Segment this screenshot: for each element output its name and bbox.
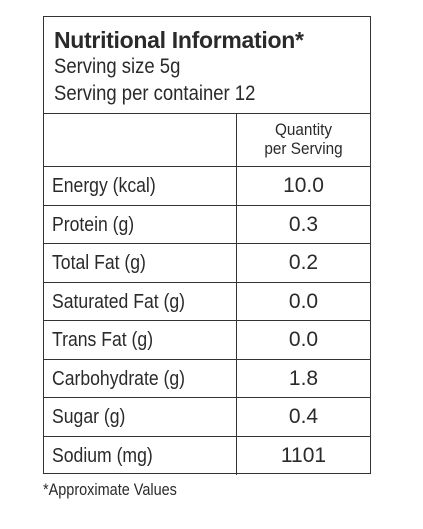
nutrient-value: 0.0: [288, 328, 319, 351]
nutrient-label: Protein (g): [44, 205, 237, 243]
table-row: Sodium (mg) 1101: [44, 436, 370, 475]
column-header-line2: per Serving: [264, 139, 343, 158]
table-row: Trans Fat (g) 0.0: [44, 321, 370, 360]
table-row: Carbohydrate (g) 1.8: [44, 359, 370, 398]
empty-header-cell: [44, 114, 237, 166]
table-row: Total Fat (g) 0.2: [44, 244, 370, 283]
nutrition-facts-panel: Nutritional Information* Serving size 5g…: [43, 16, 371, 475]
nutrient-label: Saturated Fat (g): [44, 282, 237, 320]
nutrient-label-text: Sugar (g): [52, 406, 126, 428]
table-row: Sugar (g) 0.4: [44, 398, 370, 437]
nutrient-value: 0.0: [288, 289, 319, 313]
nutrient-label-text: Energy (kcal): [52, 175, 156, 197]
nutrient-label: Sugar (g): [44, 398, 237, 436]
serving-size: Serving size 5g: [54, 55, 181, 78]
table-header-row: Quantity per Serving: [44, 114, 370, 167]
nutrient-label: Sodium (mg): [44, 436, 237, 475]
nutrient-label-text: Protein (g): [52, 213, 135, 236]
nutrient-label: Carbohydrate (g): [44, 359, 237, 397]
serving-per-container: Serving per container 12: [54, 82, 256, 105]
quantity-column-header: Quantity per Serving: [237, 114, 370, 166]
nutrient-value: 0.3: [288, 212, 319, 236]
nutrition-header: Nutritional Information* Serving size 5g…: [44, 17, 370, 114]
nutrient-label-text: Trans Fat (g): [52, 329, 154, 351]
nutrient-value: 1101: [280, 443, 327, 467]
column-header-line1: Quantity: [275, 120, 332, 139]
nutrition-title: Nutritional Information*: [54, 27, 304, 53]
nutrient-label: Energy (kcal): [44, 167, 237, 205]
table-row: Protein (g) 0.3: [44, 205, 370, 244]
table-row: Energy (kcal) 10.0: [44, 167, 370, 206]
nutrient-label-text: Saturated Fat (g): [52, 290, 186, 313]
nutrient-value: 1.8: [288, 366, 319, 390]
nutrient-value: 0.2: [288, 251, 319, 274]
nutrient-label-text: Total Fat (g): [52, 252, 146, 274]
nutrient-label: Trans Fat (g): [44, 321, 237, 359]
nutrient-value: 10.0: [283, 174, 324, 197]
table-row: Saturated Fat (g) 0.0: [44, 282, 370, 321]
footnote: *Approximate Values: [43, 480, 177, 499]
nutrient-label-text: Carbohydrate (g): [52, 367, 186, 390]
nutrient-label-text: Sodium (mg): [52, 444, 153, 467]
nutrition-table: Quantity per Serving Energy (kcal) 10.0 …: [44, 114, 370, 475]
nutrient-value: 0.4: [288, 405, 319, 428]
nutrient-label: Total Fat (g): [44, 244, 237, 282]
